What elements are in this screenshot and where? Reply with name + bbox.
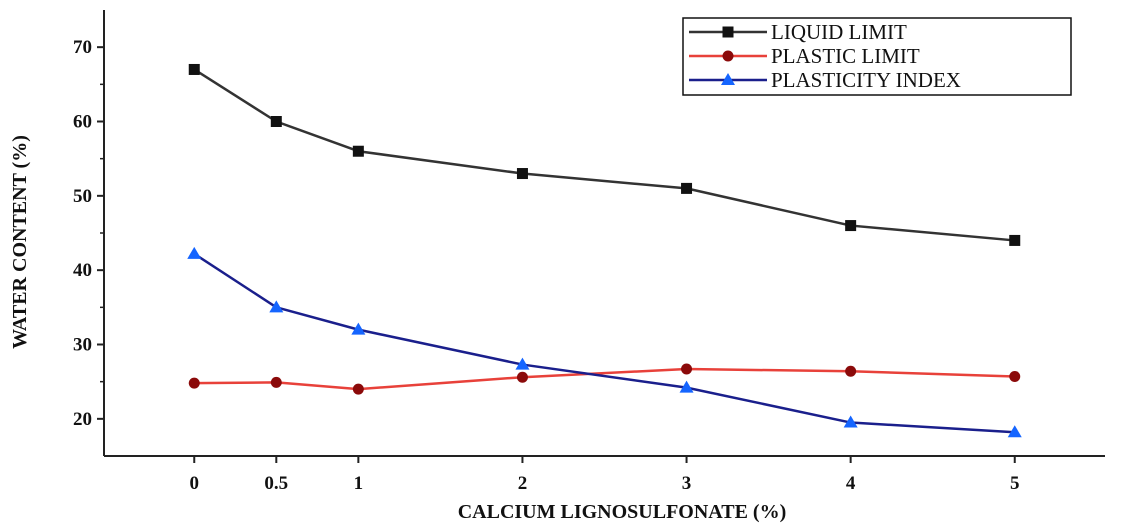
- data-point-circle: [1009, 370, 1021, 382]
- data-point-circle: [845, 365, 857, 377]
- legend-item: LIQUID LIMIT: [689, 20, 907, 44]
- data-point-triangle: [187, 246, 202, 259]
- series-line: [193, 252, 1015, 434]
- legend-label: LIQUID LIMIT: [771, 20, 907, 44]
- x-tick-label: 0.5: [264, 473, 288, 494]
- series-line: [194, 367, 1015, 391]
- data-point-circle: [516, 371, 528, 383]
- data-point-triangle: [351, 322, 366, 335]
- series-layer: [187, 63, 1022, 438]
- x-tick-label: 0: [190, 473, 200, 494]
- data-point-triangle: [721, 73, 735, 85]
- data-point-circle: [722, 50, 734, 62]
- x-tick-label: 5: [1010, 473, 1020, 494]
- legend-label: PLASTIC LIMIT: [771, 44, 920, 68]
- series-plasticity-index: [187, 246, 1022, 438]
- data-point-circle: [352, 383, 364, 395]
- legend-item: PLASTIC LIMIT: [689, 44, 920, 68]
- axes: 20 30 40 50 60 70 0 0.5 1 2 3 4 5: [73, 10, 1105, 494]
- data-point-square: [1009, 234, 1021, 246]
- y-tick-label: 30: [73, 335, 92, 356]
- x-tick-label: 2: [518, 473, 528, 494]
- data-point-triangle: [679, 380, 694, 393]
- data-point-square: [352, 145, 364, 157]
- data-point-square: [681, 182, 693, 194]
- data-point-circle: [681, 363, 693, 375]
- y-tick-label: 40: [73, 260, 92, 281]
- x-tick-label: 4: [846, 473, 856, 494]
- legend-item: PLASTICITY INDEX: [689, 68, 961, 92]
- legend-label: PLASTICITY INDEX: [771, 68, 961, 92]
- data-point-square: [845, 220, 857, 232]
- y-tick-label: 70: [73, 37, 92, 58]
- data-point-triangle: [843, 415, 858, 428]
- data-point-triangle: [515, 357, 530, 370]
- x-tick-label: 1: [354, 473, 364, 494]
- data-point-square: [270, 116, 282, 127]
- data-point-square: [188, 63, 200, 75]
- y-tick-label: 20: [73, 409, 92, 430]
- data-point-circle: [188, 377, 200, 389]
- data-point-triangle: [269, 300, 284, 313]
- data-point-square: [516, 168, 528, 180]
- y-tick-label: 50: [73, 186, 92, 207]
- x-axis-title: CALCIUM LIGNOSULFONATE (%): [458, 501, 787, 523]
- series-liquid-limit: [188, 63, 1021, 246]
- series-plastic-limit: [188, 363, 1021, 395]
- data-point-square: [722, 26, 734, 38]
- y-tick-label: 60: [73, 112, 92, 133]
- data-point-triangle: [1007, 425, 1022, 438]
- x-tick-label: 3: [682, 473, 692, 494]
- data-point-circle: [270, 376, 282, 388]
- y-axis-title: WATER CONTENT (%): [9, 135, 31, 349]
